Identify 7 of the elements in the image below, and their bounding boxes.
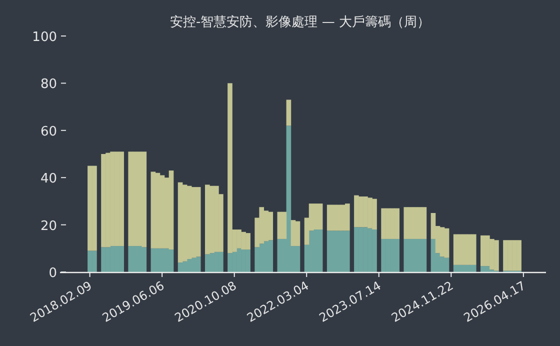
chart-title: 安控-智慧安防、影像處理 — 大戶籌碼（周）: [170, 14, 430, 30]
y-tick-label: 20: [40, 218, 57, 234]
y-tick-label: 80: [40, 77, 57, 92]
y-tick-label: 100: [32, 30, 57, 45]
y-tick-label: 0: [48, 266, 57, 281]
y-tick-label: 60: [40, 124, 57, 140]
y-tick-label: 40: [40, 172, 57, 187]
